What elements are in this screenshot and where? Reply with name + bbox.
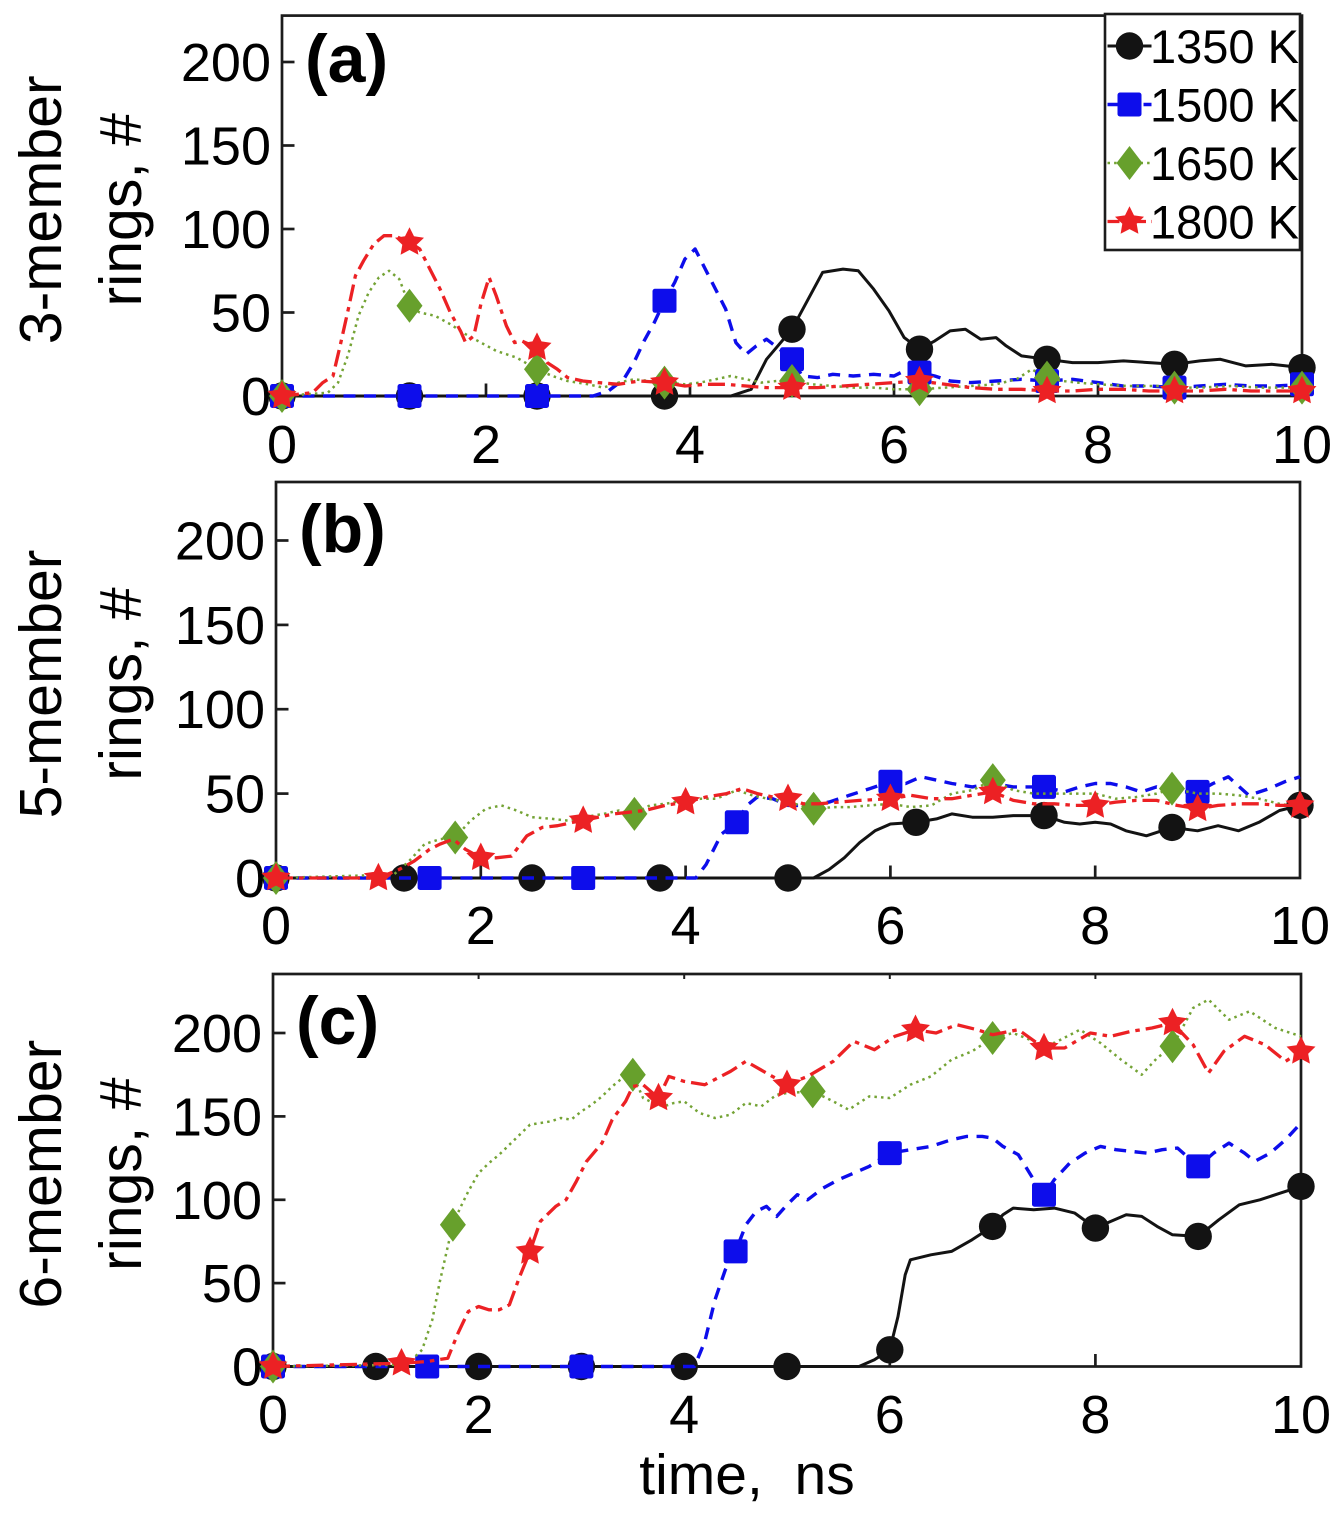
svg-text:0: 0 <box>258 1385 288 1445</box>
svg-text:2: 2 <box>464 1385 494 1445</box>
svg-text:6: 6 <box>875 1385 905 1445</box>
svg-text:0: 0 <box>267 415 297 475</box>
svg-text:0: 0 <box>241 367 271 427</box>
svg-text:200: 200 <box>175 512 265 572</box>
svg-text:6: 6 <box>875 896 905 956</box>
svg-text:0: 0 <box>235 849 265 909</box>
svg-text:(c): (c) <box>296 983 379 1059</box>
svg-text:150: 150 <box>172 1087 262 1147</box>
svg-text:1800 K: 1800 K <box>1150 196 1299 249</box>
svg-text:rings, #: rings, # <box>88 1077 154 1271</box>
svg-text:8: 8 <box>1083 415 1113 475</box>
svg-text:(b): (b) <box>299 491 386 567</box>
svg-text:0: 0 <box>261 896 291 956</box>
svg-text:0: 0 <box>232 1338 262 1398</box>
svg-text:1500 K: 1500 K <box>1150 79 1299 132</box>
svg-text:4: 4 <box>675 415 705 475</box>
svg-text:rings, #: rings, # <box>88 113 154 307</box>
svg-text:100: 100 <box>175 680 265 740</box>
svg-text:50: 50 <box>202 1254 262 1314</box>
svg-text:5-member: 5-member <box>8 550 74 819</box>
svg-text:2: 2 <box>466 896 496 956</box>
svg-text:10: 10 <box>1271 1385 1331 1445</box>
svg-text:rings, #: rings, # <box>88 587 154 781</box>
svg-text:150: 150 <box>181 117 271 177</box>
svg-text:200: 200 <box>181 33 271 93</box>
svg-text:10: 10 <box>1272 415 1332 475</box>
svg-text:200: 200 <box>172 1004 262 1064</box>
svg-text:50: 50 <box>211 284 271 344</box>
svg-text:(a): (a) <box>305 21 388 97</box>
svg-text:50: 50 <box>205 765 265 825</box>
svg-text:2: 2 <box>471 415 501 475</box>
svg-text:1650 K: 1650 K <box>1150 137 1299 190</box>
svg-text:4: 4 <box>669 1385 699 1445</box>
svg-text:8: 8 <box>1080 896 1110 956</box>
svg-text:100: 100 <box>172 1171 262 1231</box>
svg-text:150: 150 <box>175 596 265 656</box>
svg-text:6: 6 <box>879 415 909 475</box>
svg-text:100: 100 <box>181 200 271 260</box>
svg-text:8: 8 <box>1080 1385 1110 1445</box>
svg-text:time, ns: time, ns <box>639 1443 854 1507</box>
svg-text:1350 K: 1350 K <box>1150 20 1299 73</box>
svg-text:6-member: 6-member <box>8 1040 74 1309</box>
svg-text:3-member: 3-member <box>8 75 74 344</box>
svg-text:10: 10 <box>1270 896 1330 956</box>
svg-text:4: 4 <box>671 896 701 956</box>
